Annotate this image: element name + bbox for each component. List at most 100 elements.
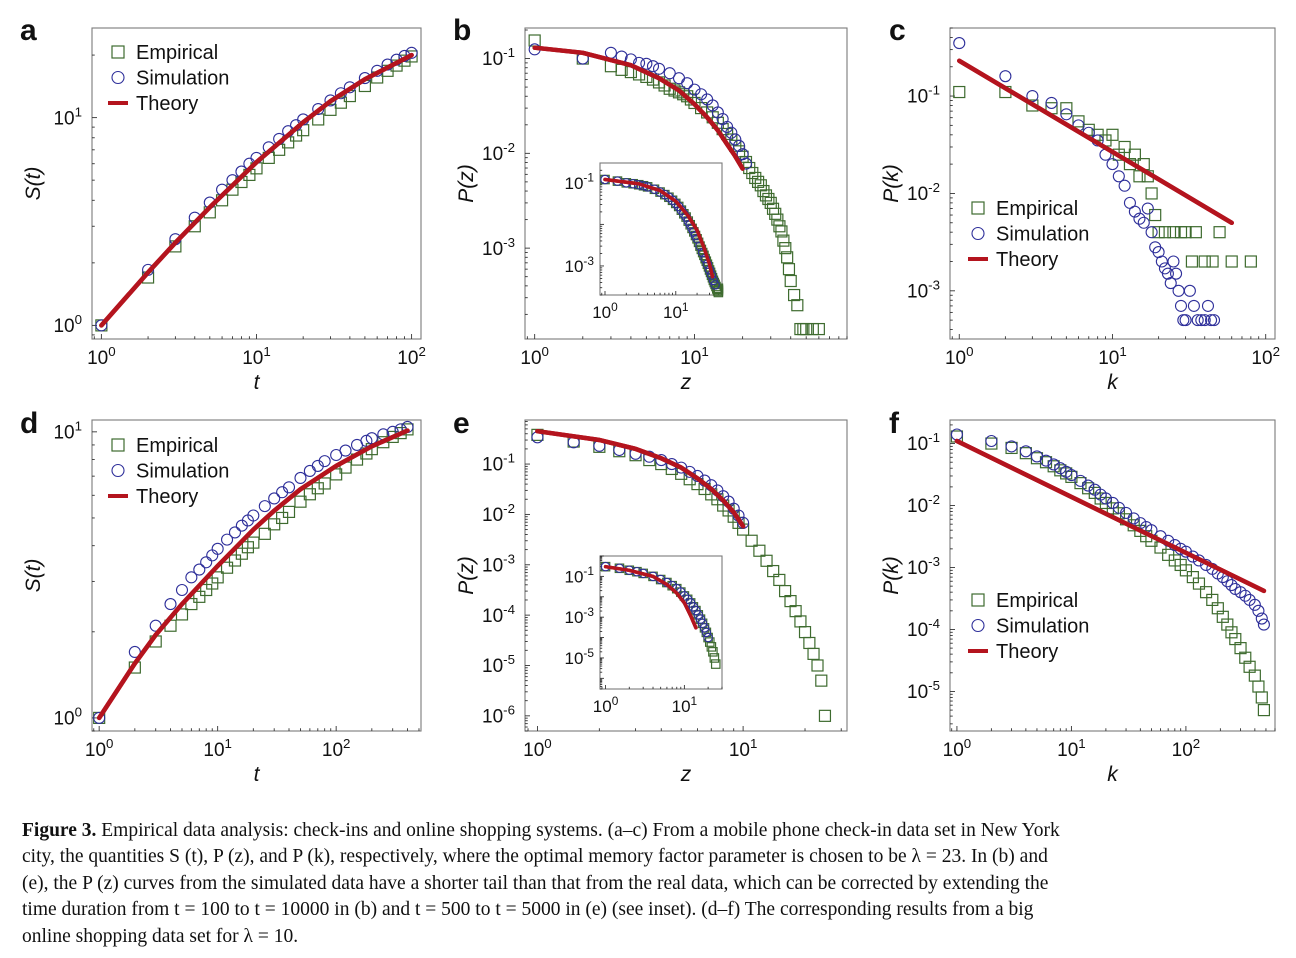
empirical-point (709, 653, 720, 663)
simulation-point (193, 563, 206, 576)
simulation-point (211, 542, 224, 555)
empirical-point (681, 90, 694, 103)
simulation-point (1187, 299, 1200, 312)
simulation-point (1248, 598, 1261, 611)
simulation-point (1195, 314, 1208, 327)
simulation-point (646, 60, 660, 73)
empirical-point (185, 597, 198, 611)
simulation-point (1005, 440, 1018, 453)
simulation-point (985, 434, 998, 448)
caption-line-2: city, the quantities S (t), P (z), and P… (22, 846, 1048, 868)
panel-label: d (20, 407, 38, 440)
simulation-point (1133, 212, 1146, 225)
x-tick-label: 100 (592, 300, 618, 322)
empirical-point (1149, 208, 1162, 222)
empirical-point (1221, 618, 1234, 631)
empirical-point (1244, 255, 1257, 268)
simulation-point (220, 533, 234, 546)
plot-frame (91, 419, 422, 732)
empirical-point (1255, 691, 1268, 704)
x-tick-label: 101 (203, 736, 232, 761)
simulation-point (1112, 170, 1125, 183)
x-axis-label: k (1107, 763, 1119, 786)
empirical-point (1185, 255, 1199, 268)
simulation-point (1118, 179, 1131, 192)
simulation-point (1047, 458, 1060, 471)
panel-c: 100 101 102 10-3 10-2 10-1 k P(k) c Empirical Simu… (880, 14, 1280, 394)
legend-circle-swatch (971, 618, 985, 633)
empirical-point (713, 283, 724, 294)
legend-square-swatch (971, 201, 985, 215)
empirical-point (985, 437, 998, 450)
legend-circle-swatch (111, 463, 125, 478)
figure-canvas: 100 101 102100101tS(t)aEmpiricalSimulation… (20, 14, 1280, 786)
simulation-point (1019, 445, 1032, 458)
panel-label: f (889, 407, 900, 440)
x-tick-label: 100 (593, 694, 619, 716)
x-tick-label: 102 (397, 344, 426, 369)
x-tick-label: 100 (520, 344, 549, 369)
empirical-point (1206, 255, 1219, 268)
y-tick-label: 10-1 (482, 451, 515, 476)
y-tick-label: 10-3 (907, 554, 940, 579)
empirical-point (953, 85, 966, 99)
simulation-point (729, 133, 742, 146)
y-tick-label: 10-2 (482, 501, 515, 526)
empirical-point (1158, 226, 1172, 239)
simulation-point (652, 62, 666, 75)
x-tick-label: 101 (1098, 344, 1127, 369)
caption-line-3: (e), the P (z) curves from the simulated… (22, 872, 1049, 894)
theory-line-front (957, 58, 1234, 226)
legend-label: Empirical (996, 590, 1078, 612)
simulation-point (268, 492, 281, 505)
theory-line-front (954, 438, 1267, 594)
simulation-point (294, 471, 307, 484)
x-tick-label: 101 (680, 344, 709, 369)
simulation-point (1106, 496, 1119, 510)
empirical-point (1257, 704, 1271, 717)
simulation-point (1205, 314, 1218, 327)
simulation-point (1137, 216, 1150, 229)
simulation-point (1225, 579, 1238, 592)
empirical-point (1199, 586, 1213, 599)
y-tick-label: 10-2 (907, 180, 940, 205)
simulation-point (1161, 267, 1174, 280)
simulation-point (710, 280, 720, 290)
simulation-point (247, 509, 260, 522)
empirical-point (1239, 651, 1252, 664)
legend-label: Theory (136, 486, 198, 508)
simulation-point (711, 106, 724, 119)
empirical-point (767, 564, 780, 578)
simulation-point (95, 319, 108, 332)
y-tick-label: 10-3 (907, 277, 940, 302)
empirical-point (1128, 148, 1141, 161)
legend-label: Theory (136, 93, 198, 115)
simulation-point (1167, 255, 1180, 268)
simulation-point (1239, 589, 1252, 602)
y-tick-label: 10-3 (565, 254, 595, 276)
simulation-point (1106, 158, 1119, 171)
legend-label: Simulation (996, 616, 1089, 638)
panel-label: e (453, 407, 470, 440)
simulation-point (663, 67, 676, 80)
empirical-point (1133, 170, 1146, 183)
x-axis-label: z (680, 371, 692, 394)
simulation-point (1170, 267, 1183, 280)
x-tick-label: 101 (242, 344, 271, 369)
legend-circle-swatch (971, 226, 985, 241)
empirical-point (710, 659, 721, 669)
simulation-point (1128, 205, 1141, 218)
empirical-point (1167, 226, 1180, 239)
y-tick-label: 10-2 (482, 140, 515, 165)
caption-lead: Figure 3. (22, 820, 97, 841)
x-axis-label: k (1107, 371, 1119, 394)
theory-line-front (99, 52, 414, 328)
y-tick-label: 10-4 (482, 602, 515, 627)
x-axis-label: t (254, 763, 261, 786)
theory-line-front (96, 428, 410, 721)
x-tick-label: 100 (945, 344, 974, 369)
empirical-point (282, 505, 296, 518)
empirical-point (759, 189, 773, 202)
legend-square-swatch (971, 593, 985, 607)
